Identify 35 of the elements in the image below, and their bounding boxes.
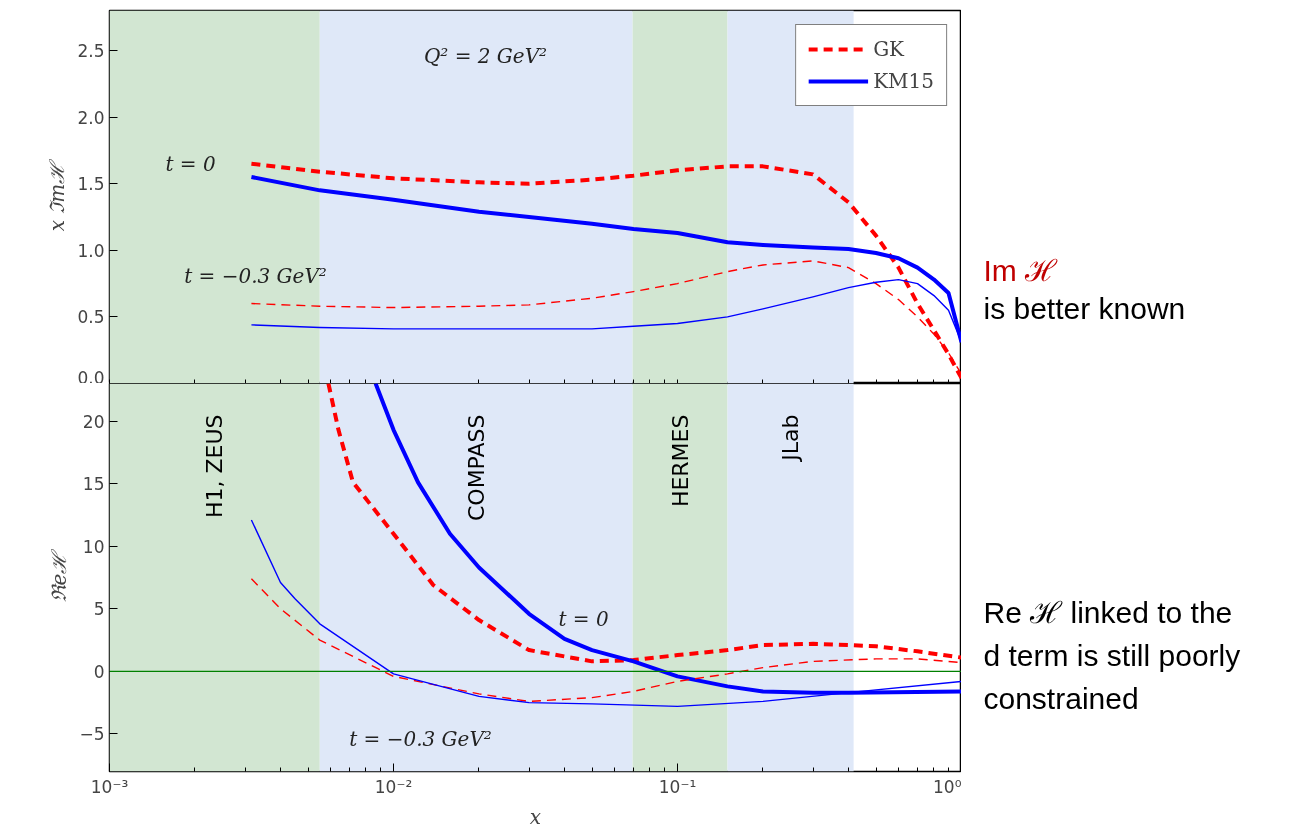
y-tick-label: 2.5 [77, 40, 105, 61]
y-tick-label: 20 [82, 411, 105, 432]
y-tick-label: 1.5 [77, 174, 105, 195]
band-label: H1, ZEUS [202, 414, 228, 519]
x-tick-label: 10⁻² [374, 776, 413, 797]
band-label: JLab [778, 414, 804, 463]
x-tick-label: 10⁰ [933, 776, 962, 797]
band-label: HERMES [667, 414, 693, 508]
annotation: Q² = 2 GeV² [423, 43, 548, 68]
annotation: t = −0.3 GeV² [184, 263, 327, 288]
y-tick-label: 0.0 [77, 367, 105, 388]
text: is better known [983, 292, 1186, 325]
text: Im ℋ [983, 254, 1059, 287]
y-tick-label: 0 [93, 661, 105, 682]
y-tick-label: −5 [79, 724, 105, 745]
y-axis-title: x ℑmℋ [45, 157, 70, 232]
text: constrained [983, 682, 1139, 715]
y-tick-label: 1.0 [77, 240, 105, 261]
x-tick-label: 10⁻³ [90, 776, 129, 797]
legend-label: GK [873, 37, 905, 61]
annotation: t = −0.3 GeV² [349, 726, 492, 751]
text: d term is still poorly [983, 639, 1241, 672]
annotation: t = 0 [165, 151, 216, 176]
text: Re ℋ linked to the [983, 596, 1233, 629]
y-tick-label: 10 [82, 536, 105, 557]
legend-label: KM15 [873, 69, 934, 93]
y-axis-title: ℜeℋ [47, 547, 72, 603]
x-axis-title: x [529, 804, 542, 829]
y-tick-label: 2.0 [77, 107, 105, 128]
annotation: t = 0 [558, 606, 609, 631]
y-tick-label: 0.5 [77, 307, 105, 328]
y-tick-label: 5 [93, 599, 105, 620]
y-tick-label: 15 [82, 474, 105, 495]
band-label: COMPASS [463, 414, 489, 522]
x-tick-label: 10⁻¹ [658, 776, 697, 797]
